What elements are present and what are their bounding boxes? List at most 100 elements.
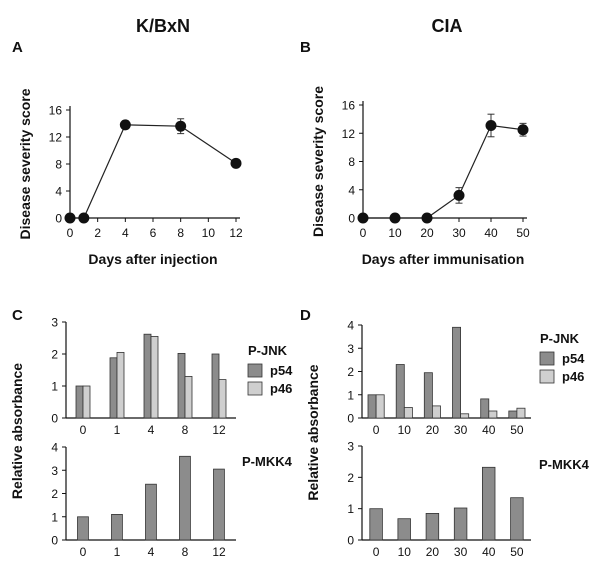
y-tick-label: 4 (51, 441, 58, 455)
bar-p54 (109, 357, 118, 419)
bar-p54 (508, 410, 518, 419)
legend-swatch-p46 (247, 381, 263, 396)
y-tick-label: 1 (347, 388, 354, 402)
x-tick-label: 30 (454, 423, 468, 437)
x-tick-label: 0 (67, 226, 74, 240)
y-tick-label: 16 (342, 99, 356, 113)
series-line-A (70, 124, 237, 219)
x-tick-label: 30 (452, 226, 466, 240)
panel-label-A: A (12, 39, 23, 56)
x-tick-label: 40 (482, 545, 496, 559)
x-axis-label-A: Days after injection (88, 251, 217, 267)
bar-p46 (460, 413, 470, 419)
y-axis-label-B: Disease severity score (310, 86, 326, 237)
bar-p46 (375, 394, 385, 419)
bar-value (453, 507, 468, 541)
x-tick-label: 12 (229, 226, 243, 240)
bar-p54 (452, 326, 462, 419)
bar-p54 (423, 372, 433, 419)
y-tick-label: 4 (55, 185, 62, 199)
x-tick-label: 4 (122, 226, 129, 240)
x-tick-label: 40 (482, 423, 496, 437)
y-tick-label: 12 (342, 127, 356, 141)
x-tick-label: 8 (182, 423, 189, 437)
x-tick-label: 0 (80, 423, 87, 437)
x-tick-label: 8 (177, 226, 184, 240)
y-tick-label: 16 (49, 104, 63, 118)
y-tick-label: 4 (347, 319, 354, 333)
bar-p54 (211, 353, 220, 419)
x-tick-label: 10 (398, 545, 412, 559)
y-tick-label: 3 (51, 464, 58, 478)
x-tick-label: 50 (510, 423, 524, 437)
x-tick-label: 10 (202, 226, 216, 240)
bar-p54 (75, 385, 84, 419)
bar-value (77, 516, 89, 541)
y-tick-label: 4 (348, 183, 355, 197)
data-point (485, 119, 497, 131)
x-tick-label: 12 (212, 423, 226, 437)
x-tick-label: 20 (426, 423, 440, 437)
y-tick-label: 8 (348, 155, 355, 169)
x-tick-label: 10 (388, 226, 402, 240)
y-tick-label: 0 (348, 212, 355, 226)
bar-p46 (184, 375, 193, 419)
data-point (175, 120, 187, 132)
legend-swatch-p46 (539, 369, 555, 384)
data-point (78, 212, 90, 224)
y-tick-label: 0 (51, 412, 58, 426)
bar-p54 (480, 398, 490, 419)
bar-value (145, 483, 157, 541)
bar-value (213, 468, 225, 541)
bar-value (425, 513, 440, 541)
bar-p54 (367, 394, 377, 419)
bar-p46 (488, 410, 498, 419)
y-tick-label: 2 (347, 365, 354, 379)
legend-label-p54: p54 (270, 363, 293, 378)
x-tick-label: 4 (148, 423, 155, 437)
bar-value (397, 518, 411, 541)
x-tick-label: 1 (114, 545, 121, 559)
bar-p54 (395, 364, 405, 419)
title-kbxn: K/BxN (136, 16, 190, 36)
x-tick-label: 2 (94, 226, 101, 240)
bar-p46 (218, 379, 227, 419)
data-point (64, 212, 76, 224)
x-tick-label: 50 (516, 226, 530, 240)
data-point (421, 212, 433, 224)
data-point (230, 157, 242, 169)
x-tick-label: 30 (454, 545, 468, 559)
data-point (119, 119, 131, 131)
bar-p46 (403, 407, 413, 419)
bar-p54 (177, 352, 186, 419)
legend-title-C-top: P-JNK (248, 343, 288, 358)
y-axis-label-C: Relative absorbance (9, 363, 25, 499)
y-tick-label: 2 (51, 487, 58, 501)
y-tick-label: 8 (55, 158, 62, 172)
y-tick-label: 1 (347, 502, 354, 516)
y-axis-label-A: Disease severity score (17, 88, 33, 239)
x-tick-label: 1 (114, 423, 121, 437)
x-tick-label: 6 (150, 226, 157, 240)
legend-swatch-p54 (539, 351, 555, 366)
data-point (517, 124, 529, 136)
legend-label-p54: p54 (562, 351, 585, 366)
y-tick-label: 0 (55, 212, 62, 226)
y-tick-label: 1 (51, 510, 58, 524)
data-point (357, 212, 369, 224)
x-tick-label: 0 (373, 423, 380, 437)
panel-label-B: B (300, 39, 311, 56)
title-cia: CIA (432, 16, 463, 36)
legend-swatch-p54 (247, 363, 263, 378)
y-axis-label-D: Relative absorbance (305, 364, 321, 500)
y-tick-label: 0 (347, 534, 354, 548)
x-tick-label: 40 (484, 226, 498, 240)
bar-value (481, 466, 496, 541)
bar-value (179, 455, 191, 541)
y-tick-label: 3 (347, 342, 354, 356)
legend-label-p46: p46 (270, 381, 292, 396)
y-tick-label: 12 (49, 131, 63, 145)
x-tick-label: 50 (510, 545, 524, 559)
